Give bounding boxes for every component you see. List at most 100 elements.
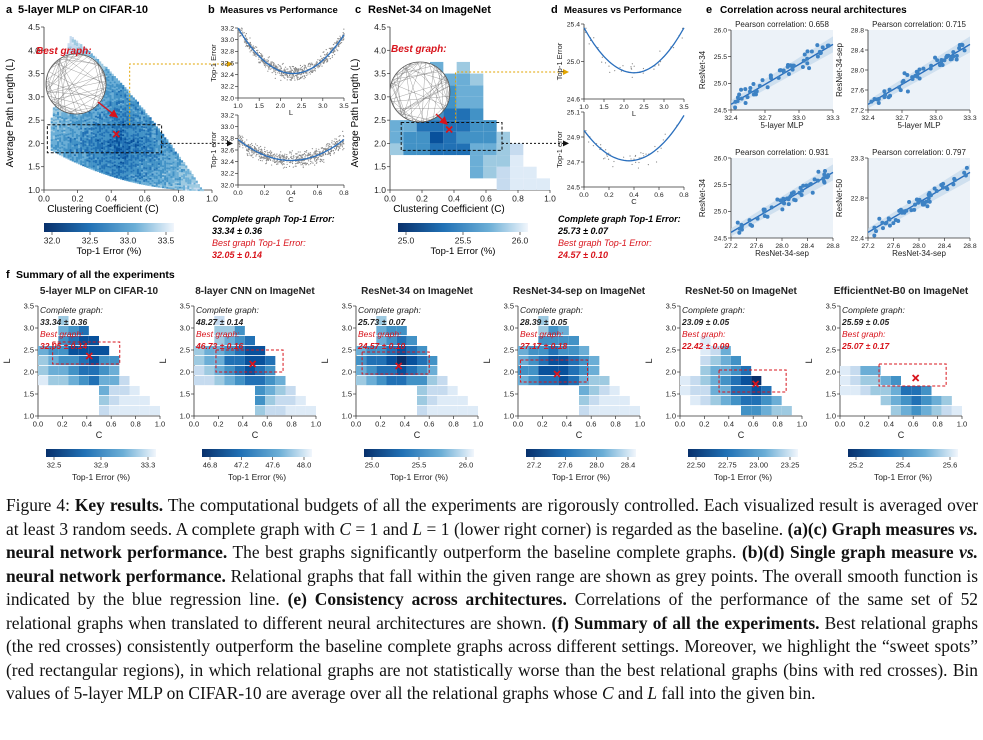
heatmap-cell <box>101 158 104 161</box>
heatmap-cell <box>166 163 169 166</box>
heatmap-cell <box>117 142 121 145</box>
heatmap-cell <box>113 139 116 142</box>
heatmap-cell <box>57 132 60 135</box>
scatter-point <box>275 73 277 76</box>
heatmap-cell <box>73 44 77 47</box>
heatmap-cell <box>168 160 171 163</box>
heatmap-cell <box>69 150 72 153</box>
scatter-point <box>271 61 273 63</box>
heatmap-cell <box>109 172 112 175</box>
heatmap-cell <box>147 128 150 131</box>
heatmap-cell <box>113 170 116 173</box>
scatter-point <box>340 142 342 144</box>
heatmap-cell <box>84 164 87 168</box>
scatter-point <box>303 153 305 156</box>
panel-c-y-tick-label: 2.5 <box>374 115 386 125</box>
heatmap-cell <box>155 142 158 145</box>
scatter-point <box>327 145 329 147</box>
heatmap-cell <box>94 162 98 165</box>
heatmap-cell <box>96 116 100 119</box>
heatmap-cell <box>151 140 154 143</box>
heatmap-cell <box>84 117 87 120</box>
heatmap-cell <box>141 182 144 185</box>
graph-edge <box>50 87 106 101</box>
heatmap-cell <box>164 169 167 173</box>
heatmap-cell <box>124 167 127 170</box>
graph-edge <box>47 74 53 103</box>
scatter-point <box>240 35 242 37</box>
scatter-point <box>266 158 268 161</box>
heatmap-cell <box>187 172 190 175</box>
heatmap-cell <box>69 122 72 125</box>
heatmap-cell <box>80 135 83 138</box>
heatmap-cell <box>57 116 60 119</box>
heatmap-cell <box>117 95 121 98</box>
heatmap-cell <box>443 108 457 121</box>
heatmap-cell <box>111 165 114 168</box>
heatmap-cell <box>143 153 146 156</box>
heatmap-cell <box>71 159 74 162</box>
heatmap-cell <box>107 74 110 77</box>
scatter-point <box>261 56 263 58</box>
heatmap-cell <box>96 130 100 133</box>
heatmap-cell <box>172 187 175 190</box>
heatmap-cell <box>75 156 79 159</box>
heatmap-cell <box>141 174 144 177</box>
heatmap-cell <box>128 137 131 140</box>
heatmap-cell <box>157 172 161 175</box>
heatmap-cell <box>103 134 106 137</box>
scatter-point <box>329 154 332 156</box>
heatmap-cell <box>390 143 404 156</box>
heatmap-cell <box>136 176 140 179</box>
heatmap-cell <box>96 168 100 171</box>
heatmap-cell <box>105 136 108 140</box>
scatter-point <box>319 150 321 153</box>
heatmap-cell <box>120 110 123 113</box>
heatmap-cell <box>126 107 129 110</box>
heatmap-cell <box>96 60 100 63</box>
heatmap-cell <box>197 183 200 187</box>
heatmap-cell <box>69 145 72 148</box>
heatmap-cell <box>63 114 66 117</box>
heatmap-cell <box>151 128 154 132</box>
heatmap-cell <box>130 103 133 106</box>
heatmap-cell <box>136 157 140 160</box>
heatmap-cell <box>128 179 131 182</box>
scatter-point <box>342 149 344 151</box>
heatmap-cell <box>94 118 98 121</box>
heatmap-cell <box>128 93 131 96</box>
heatmap-cell <box>120 131 123 134</box>
heatmap-cell <box>71 143 74 146</box>
heatmap-cell <box>149 126 152 130</box>
scatter-point <box>294 163 297 165</box>
heatmap-cell <box>63 145 66 148</box>
heatmap-cell <box>113 77 116 80</box>
scatter-point <box>280 79 282 81</box>
heatmap-cell <box>124 176 127 180</box>
heatmap-cell <box>166 181 169 184</box>
heatmap-cell <box>75 40 79 43</box>
heatmap-cell <box>113 147 116 150</box>
heatmap-cell <box>109 74 112 77</box>
heatmap-cell <box>132 108 135 112</box>
heatmap-cell <box>111 75 114 78</box>
heatmap-cell <box>75 131 79 135</box>
heatmap-cell <box>122 163 125 166</box>
heatmap-cell <box>145 166 148 170</box>
heatmap-cell <box>84 138 87 141</box>
heatmap-cell <box>92 132 95 135</box>
heatmap-cell <box>155 155 158 158</box>
heatmap-cell <box>138 167 142 170</box>
scatter-point <box>296 75 298 78</box>
heatmap-cell <box>145 124 148 127</box>
heatmap-cell <box>107 160 110 163</box>
heatmap-cell <box>180 183 184 186</box>
heatmap-cell <box>92 140 95 143</box>
heatmap-cell <box>141 166 144 169</box>
heatmap-cell <box>107 155 110 158</box>
heatmap-cell <box>164 179 167 182</box>
heatmap-cell <box>122 142 125 145</box>
heatmap-cell <box>164 173 167 176</box>
heatmap-cell <box>115 161 119 164</box>
heatmap-cell <box>78 142 81 145</box>
